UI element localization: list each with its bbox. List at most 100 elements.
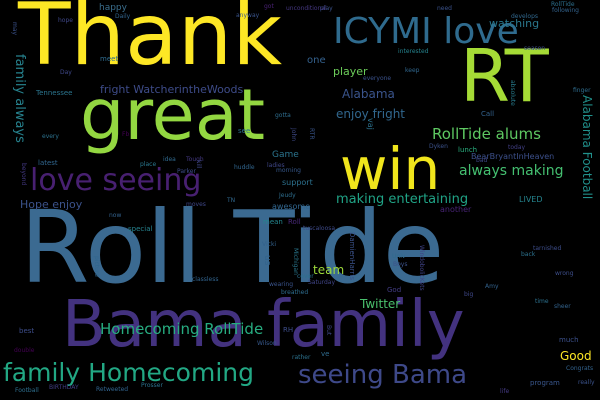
word-keep: keep	[405, 67, 420, 74]
word-got: got	[264, 3, 274, 10]
word-god: God	[387, 286, 402, 294]
word-another: another	[440, 205, 472, 214]
word-tn: TN	[227, 197, 236, 204]
word-everyone: everyone	[363, 75, 392, 82]
word-homecoming-rolltide: Homecoming RollTide	[100, 320, 264, 338]
word-mean: mean	[263, 218, 283, 226]
word-good: Good	[560, 349, 592, 363]
word-rather: rather	[292, 354, 311, 361]
word-following: following	[552, 7, 579, 14]
word-see: see	[238, 127, 251, 135]
word-fright-watcher: fright WatcherintheWoods	[100, 83, 244, 96]
word-happy: happy	[99, 3, 127, 13]
word-interested: interested	[398, 48, 429, 55]
word-john: John	[290, 128, 297, 142]
word-season: season	[524, 45, 546, 52]
word-rt: RT	[460, 34, 549, 118]
word-wrong: wrong	[555, 270, 574, 277]
word-family-always: family always	[12, 54, 27, 143]
word-picture: picture	[93, 256, 100, 277]
word-prosser: Prosser	[141, 382, 163, 389]
word-parker: Parker	[177, 168, 196, 175]
word-seeing-bama: seeing Bama	[298, 360, 468, 390]
word-absolute: absolute	[509, 80, 516, 106]
word-best: best	[19, 327, 35, 335]
word-ve: ve	[321, 350, 330, 358]
word-us: us	[262, 255, 272, 266]
word-time: time	[535, 298, 549, 305]
word-big: big	[464, 291, 474, 298]
word-unconditional: unconditional	[286, 5, 327, 12]
word-every: every	[42, 133, 59, 140]
word-huddle: huddle	[234, 164, 255, 171]
word-rolltide-small: RollTide	[551, 1, 575, 8]
word-breathed: breathed	[281, 289, 309, 296]
word-player: player	[333, 65, 368, 78]
word-play: play	[320, 5, 333, 12]
word-saturday: Saturday	[308, 279, 336, 286]
word-win: win	[340, 135, 441, 203]
word-hope-enjoy: Hope enjoy	[20, 198, 83, 211]
word-dyken: Dyken	[429, 143, 448, 150]
word-alabama: Alabama	[342, 87, 395, 101]
word-double: double	[14, 347, 35, 354]
word-now: now	[109, 212, 122, 219]
word-rolltide-alums: RollTide alums	[432, 125, 541, 143]
word-morning: morning	[276, 167, 301, 174]
word-team: team	[313, 263, 345, 277]
word-birthday: BIRTHDAY	[49, 384, 79, 391]
word-sheer: sheer	[554, 303, 571, 310]
word-lived: LIVED	[519, 195, 543, 204]
word-life: life	[500, 388, 510, 395]
word-latest: latest	[38, 159, 58, 167]
word-support: support	[282, 178, 313, 187]
word-damienharris: DamienHarris	[348, 232, 356, 280]
word-meet: meet	[100, 55, 119, 63]
word-family-homecoming: family Homecoming	[3, 358, 254, 387]
word-place: place	[140, 161, 157, 168]
word-rtr: RTR	[308, 128, 315, 140]
word-idea: idea	[163, 156, 176, 163]
word-icymi-love: ICYMI love	[333, 11, 519, 52]
word-enjoy-fright: enjoy fright	[336, 107, 405, 121]
word-football: Football	[15, 387, 39, 394]
word-jeudy: Jeudy	[279, 192, 296, 199]
word-windobolickets: WindobolicKets	[418, 245, 425, 291]
word-awesome: awesome	[272, 202, 311, 211]
word-back: back	[521, 251, 536, 258]
word-moves: moves	[186, 201, 206, 208]
word-love-seeing: love seeing	[30, 163, 202, 198]
word-beyond: beyond	[20, 163, 27, 186]
word-bearbryant: BearBryantInHeaven	[471, 152, 555, 161]
word-tuscaloosa: tuscaloosa	[303, 225, 336, 232]
word-rh: RH	[283, 326, 294, 334]
word-univ: Univ	[392, 253, 406, 260]
word-wilson: Wilson	[257, 340, 277, 347]
word-retweeted: Retweeted	[96, 386, 129, 393]
word-anyway: anyway	[236, 12, 260, 19]
word-classless: classless	[192, 276, 219, 283]
word-bad: bad	[476, 157, 488, 164]
word-tennessee: Tennessee	[36, 89, 73, 97]
word-great: great	[80, 74, 266, 156]
word-much: much	[559, 336, 579, 344]
word-watching: watching	[489, 17, 540, 30]
word-may: may	[11, 22, 18, 36]
word-day: Day	[60, 69, 72, 76]
word-really: really	[578, 379, 595, 386]
word-alabama-football: Alabama Football	[580, 95, 594, 200]
word-tarnished: tarnished	[533, 245, 562, 252]
word-roll-tide: Roll Tide	[20, 189, 445, 306]
word-finger: finger	[573, 87, 591, 94]
word-develops: develops	[511, 13, 539, 20]
word-special: special	[128, 225, 153, 233]
word-but: But	[325, 325, 332, 336]
word-game: Game	[272, 150, 299, 160]
word-roll-small: Roll	[288, 218, 301, 226]
word-daily: Daily	[115, 13, 131, 20]
word-wearing: wearing	[269, 281, 294, 288]
word-always-making: always making	[459, 163, 564, 179]
word-need: need	[437, 5, 452, 12]
word-call: Call	[481, 110, 495, 118]
